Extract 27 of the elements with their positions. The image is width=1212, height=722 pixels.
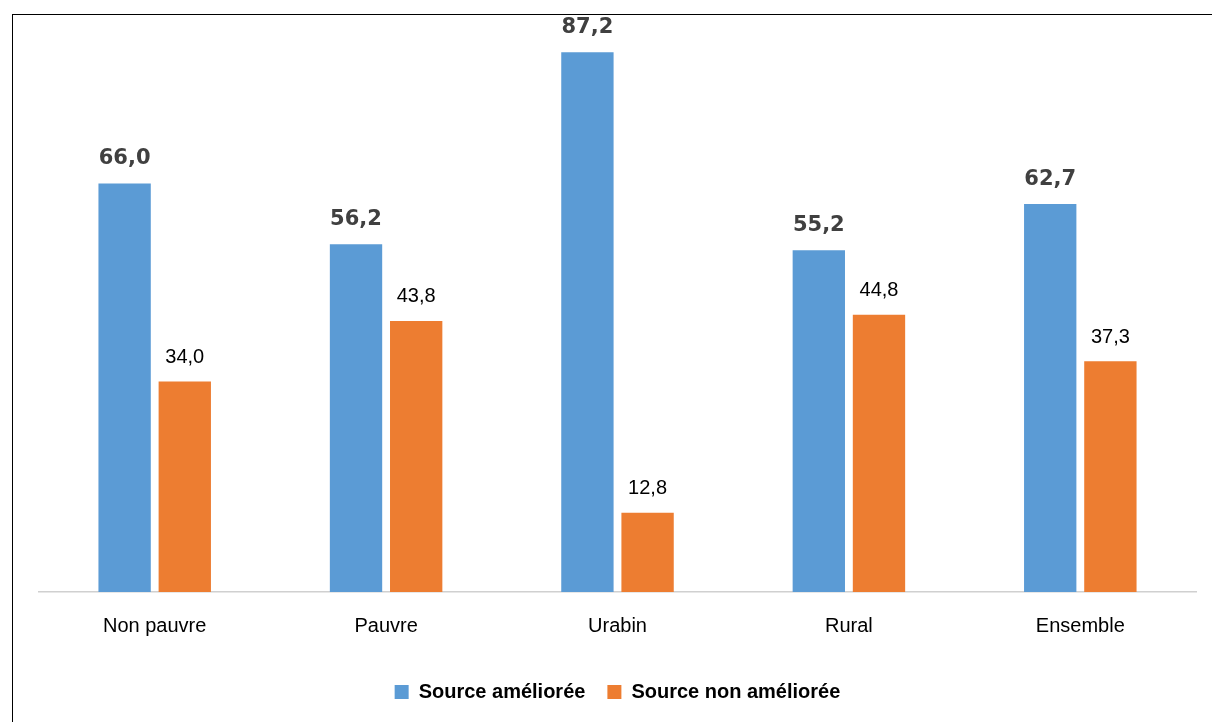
bar <box>852 314 906 592</box>
x-tick-label: Rural <box>825 613 873 636</box>
data-label: 43,8 <box>396 284 436 307</box>
data-label: 37,3 <box>1090 324 1130 347</box>
x-tick-label: Non pauvre <box>103 613 207 636</box>
x-tick-label: Pauvre <box>354 613 418 636</box>
bar <box>329 244 383 592</box>
data-label: 87,2 <box>561 14 614 39</box>
bar <box>1084 361 1137 592</box>
bar <box>621 512 674 592</box>
bar <box>390 320 443 592</box>
x-tick-label: Urabin <box>588 613 647 636</box>
bar <box>98 183 151 592</box>
bar <box>158 381 211 592</box>
bar <box>1024 203 1077 592</box>
data-label: 34,0 <box>165 345 205 368</box>
bar <box>792 250 845 592</box>
bar <box>561 52 614 592</box>
data-label: 55,2 <box>792 212 845 237</box>
legend-label: Source non améliorée <box>631 679 841 702</box>
x-tick-label: Ensemble <box>1035 613 1125 636</box>
data-label: 66,0 <box>98 145 151 170</box>
legend-label: Source améliorée <box>418 679 586 702</box>
data-label: 44,8 <box>859 278 899 301</box>
data-label: 62,7 <box>1024 165 1077 190</box>
data-label: 12,8 <box>628 476 668 499</box>
data-label: 56,2 <box>330 206 382 231</box>
